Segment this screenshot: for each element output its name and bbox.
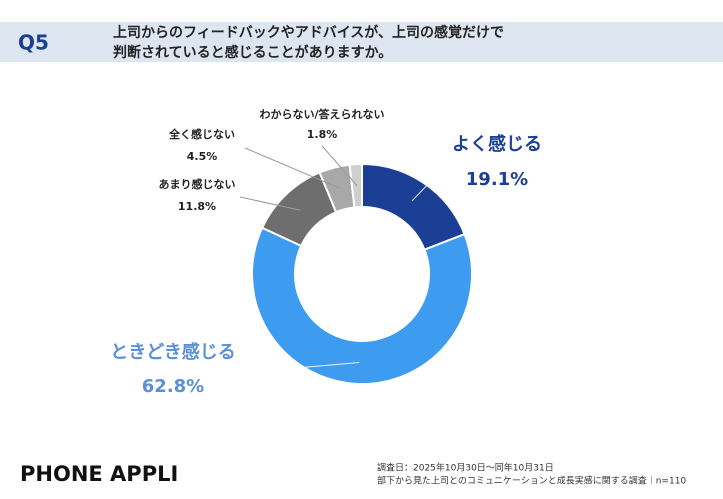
donut-slice — [251, 226, 473, 385]
question-line: 判断されていると感じることがありますか。 — [113, 44, 392, 61]
category-label: わからない/答えられない — [259, 107, 384, 121]
value-label: 1.8% — [307, 128, 338, 141]
donut-slice — [361, 162, 466, 252]
question-number: Q5 — [18, 31, 49, 55]
header-band — [0, 22, 723, 62]
leader-line — [244, 147, 340, 189]
leader-line — [411, 179, 433, 202]
brand: PHONE APPLI — [20, 462, 178, 486]
leader-line — [321, 145, 358, 186]
donut-slice — [348, 162, 363, 209]
category-label: よく感じる — [452, 133, 542, 155]
category-label: 全く感じない — [168, 127, 235, 141]
question-line: 上司からのフィードバックやアドバイスが、上司の感覚だけで — [113, 24, 504, 41]
value-label: 19.1% — [466, 169, 528, 190]
category-label: ときどき感じる — [110, 341, 235, 363]
leader-line — [249, 361, 360, 373]
value-label: 62.8% — [142, 376, 204, 397]
leader-line — [239, 196, 301, 211]
category-label: あまり感じない — [159, 177, 236, 191]
survey-note: 調査日：2025年10月30日～同年10月31日 — [377, 462, 554, 474]
survey-note: 部下から見た上司とのコミュニケーションと成長実感に関する調査｜n=110 — [377, 475, 686, 487]
value-label: 11.8% — [178, 200, 216, 213]
value-label: 4.5% — [187, 150, 218, 163]
